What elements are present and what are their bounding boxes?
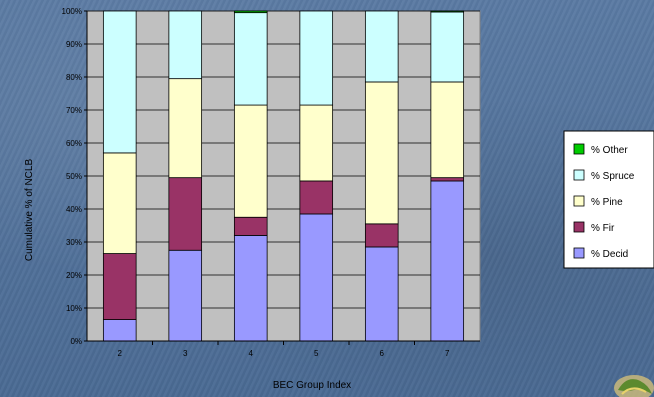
bar-segment xyxy=(364,10,399,83)
y-tick-label: 10% xyxy=(66,304,82,313)
bar-segment xyxy=(102,253,137,320)
bar-segment xyxy=(430,177,465,182)
bars xyxy=(102,10,465,342)
legend-swatch xyxy=(573,195,585,207)
bar-segment xyxy=(102,10,137,154)
bar-segment xyxy=(168,78,203,179)
x-tick-label: 5 xyxy=(314,349,319,358)
legend-label: % Other xyxy=(591,145,628,156)
legend-swatch xyxy=(573,247,585,259)
x-axis-label: BEC Group Index xyxy=(273,380,351,391)
y-tick-label: 80% xyxy=(66,73,82,82)
y-tick-label: 0% xyxy=(70,337,82,346)
bar-segment xyxy=(364,81,399,225)
y-tick-label: 20% xyxy=(66,271,82,280)
bar-segment xyxy=(430,180,465,342)
ornament-icon xyxy=(614,375,654,397)
x-tick-label: 2 xyxy=(118,349,123,358)
legend-label: % Decid xyxy=(591,249,628,260)
y-tick-label: 50% xyxy=(66,172,82,181)
x-tick-label: 6 xyxy=(380,349,385,358)
legend-label: % Fir xyxy=(591,223,615,234)
legend-swatch xyxy=(573,143,585,155)
x-tick-label: 7 xyxy=(445,349,450,358)
bar-segment xyxy=(233,10,268,14)
bar-segment xyxy=(430,81,465,179)
bar-segment xyxy=(233,234,268,342)
bar-segment xyxy=(430,11,465,83)
legend-swatch xyxy=(573,169,585,181)
bar-segment xyxy=(364,246,399,342)
y-tick-label: 90% xyxy=(66,40,82,49)
x-tick-label: 3 xyxy=(183,349,188,358)
bar-segment xyxy=(299,180,334,215)
y-axis-label: Cumulative % of NCLB xyxy=(24,159,35,262)
y-tick-label: 100% xyxy=(62,7,82,16)
bar-segment xyxy=(299,10,334,106)
gridlines xyxy=(87,10,480,309)
bar-segment xyxy=(102,319,137,342)
bar-segment xyxy=(233,216,268,236)
bar-segment xyxy=(299,104,334,182)
y-tick-label: 70% xyxy=(66,106,82,115)
bar-segment xyxy=(233,104,268,218)
legend-label: % Pine xyxy=(591,197,623,208)
y-axis-ticks: 0% 10% 20% 30% 40% 50% 60% 70% 80% 90% 100% xyxy=(62,7,87,346)
bar-segment xyxy=(168,177,203,251)
x-axis-ticks: 2 3 4 5 6 7 xyxy=(118,341,450,358)
bar-segment xyxy=(364,223,399,248)
bar-segment xyxy=(102,152,137,254)
y-tick-label: 40% xyxy=(66,205,82,214)
bar-segment xyxy=(430,10,465,13)
legend: % Other % Spruce % Pine % Fir % Decid xyxy=(563,130,654,269)
bar-segment xyxy=(299,213,334,342)
y-tick-label: 30% xyxy=(66,238,82,247)
legend-swatch xyxy=(573,221,585,233)
y-tick-label: 60% xyxy=(66,139,82,148)
bar-segment xyxy=(233,12,268,106)
bar-segment xyxy=(168,249,203,342)
legend-label: % Spruce xyxy=(591,171,635,182)
bar-segment xyxy=(168,10,203,80)
x-tick-label: 4 xyxy=(249,349,254,358)
